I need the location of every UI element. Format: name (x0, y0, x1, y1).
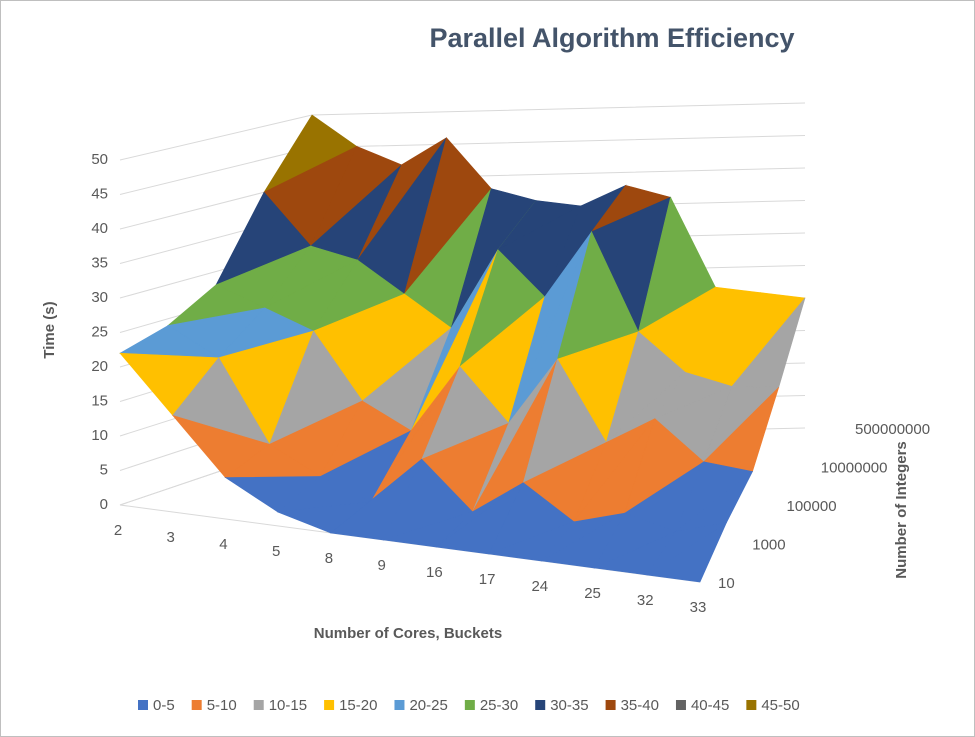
legend-swatch (605, 700, 616, 710)
z-axis-title: Number of Integers (893, 441, 910, 579)
legend-swatch (138, 700, 148, 710)
x-axis-title: Number of Cores, Buckets (314, 625, 502, 642)
y-axis-title: Time (s) (41, 301, 58, 358)
z-tick-label: 100000 (787, 498, 837, 515)
z-tick-label: 10 (718, 575, 735, 592)
legend-swatch (675, 700, 686, 710)
y-tick-label: 30 (91, 289, 108, 306)
legend-swatch (535, 700, 546, 710)
y-tick-label: 40 (91, 220, 108, 237)
legend-swatch (394, 700, 405, 710)
y-tick-label: 5 (100, 461, 108, 478)
y-tick-label: 0 (100, 496, 108, 513)
chart-title: Parallel Algorithm Efficiency (429, 23, 794, 53)
legend-label: 15-20 (339, 697, 377, 714)
legend-label: 30-35 (550, 697, 588, 714)
y-tick-label: 50 (91, 151, 108, 168)
z-tick-label: 10000000 (821, 459, 888, 476)
legend-label: 45-50 (761, 697, 799, 714)
surface-facet (646, 522, 727, 583)
x-tick-label: 3 (167, 529, 175, 546)
legend-swatch (253, 700, 264, 710)
legend-label: 5-10 (207, 697, 237, 714)
y-tick-label: 10 (91, 427, 108, 444)
x-tick-label: 2 (114, 522, 122, 539)
legend-label: 40-45 (691, 697, 729, 714)
legend-swatch (464, 700, 475, 710)
x-tick-label: 8 (325, 550, 333, 567)
surface (118, 114, 806, 583)
x-tick-label: 25 (584, 585, 601, 602)
legend-label: 0-5 (153, 697, 175, 714)
legend-label: 25-30 (480, 697, 518, 714)
x-tick-label: 33 (690, 599, 707, 616)
legend-swatch (191, 700, 202, 710)
x-tick-label: 9 (377, 557, 385, 574)
legend-label: 35-40 (621, 697, 659, 714)
x-tick-label: 16 (426, 564, 443, 581)
x-tick-label: 4 (219, 536, 227, 553)
legend: 0-5 5-10 10-15 15-20 20-25 25-30 30-35 35-40 40-… (138, 697, 800, 714)
y-tick-label: 25 (91, 323, 108, 340)
x-tick-label: 17 (479, 571, 496, 588)
x-tick-label: 24 (531, 578, 548, 595)
z-tick-label: 1000 (752, 536, 785, 553)
y-tick-label: 20 (91, 358, 108, 375)
y-tick-label: 15 (91, 392, 108, 409)
y-tick-label: 45 (91, 185, 108, 202)
legend-swatch (324, 700, 335, 710)
legend-label: 20-25 (409, 697, 447, 714)
z-tick-label: 500000000 (855, 421, 930, 438)
legend-swatch (746, 700, 757, 710)
y-tick-label: 35 (91, 254, 108, 271)
legend-label: 10-15 (269, 697, 307, 714)
x-tick-label: 5 (272, 543, 280, 560)
x-tick-label: 32 (637, 592, 654, 609)
